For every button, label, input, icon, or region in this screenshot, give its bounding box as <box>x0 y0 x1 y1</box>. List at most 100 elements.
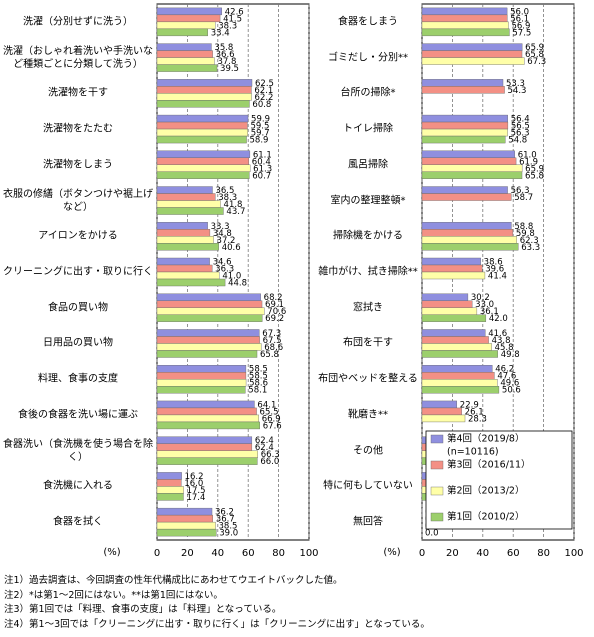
bar <box>421 350 498 358</box>
bar <box>421 57 525 65</box>
value-label: 45.8 <box>495 343 514 353</box>
value-label: 67.5 <box>263 336 282 346</box>
bar <box>156 264 213 273</box>
value-label: 38.6 <box>484 258 503 268</box>
value-label: 60.4 <box>252 157 271 167</box>
bar <box>421 271 486 280</box>
value-label: 43.7 <box>226 207 245 217</box>
legend-swatch <box>430 486 444 496</box>
value-label: 47.6 <box>497 372 516 382</box>
category-label: クリーニングに出す・取りに行く <box>3 266 153 278</box>
category-label: 台所の掃除* <box>340 87 396 99</box>
value-label: 58.5 <box>249 365 268 375</box>
bar <box>421 414 466 423</box>
value-label: 62.2 <box>255 93 274 103</box>
bar <box>421 86 505 94</box>
bar <box>156 207 224 215</box>
value-label: 65.8 <box>260 350 279 360</box>
bar <box>421 300 473 308</box>
bar <box>156 243 219 251</box>
category-label: 洗濯（おしゃれ着洗いや手洗いなど種類ごとに分類して洗う） <box>3 45 153 70</box>
bar <box>421 229 514 237</box>
value-label: 60.7 <box>252 171 271 181</box>
value-label: 39.0 <box>219 529 238 539</box>
bar <box>421 79 504 87</box>
value-label: 41.4 <box>488 272 507 282</box>
legend-label: 第2回（2013/2） <box>447 485 524 497</box>
bar <box>156 314 263 322</box>
value-label: 58.7 <box>514 193 533 203</box>
value-label: 53.3 <box>506 79 525 89</box>
x-axis-label: (%) <box>103 547 120 558</box>
category-label: 料理、食事の支度 <box>38 373 118 385</box>
bar <box>156 343 262 351</box>
bar <box>156 307 265 315</box>
bar <box>421 243 519 251</box>
bar <box>156 507 213 516</box>
bar <box>156 57 215 65</box>
value-label: 41.8 <box>224 200 243 210</box>
value-label: 65.9 <box>525 43 544 53</box>
bar <box>156 386 246 394</box>
value-label: 59.9 <box>251 115 270 125</box>
category-label: 布団やベッドを整える <box>318 373 418 385</box>
value-label: 62.3 <box>520 236 539 246</box>
value-label: 38.5 <box>219 522 238 532</box>
value-label: 59.8 <box>516 229 535 239</box>
bar <box>156 236 214 244</box>
bar <box>421 7 508 16</box>
value-label: 60.8 <box>252 100 271 110</box>
value-label: 41.6 <box>488 329 507 339</box>
value-label: 58.1 <box>248 386 267 396</box>
category-label: 食洗機に入れる <box>43 480 113 492</box>
bar <box>156 528 217 537</box>
bar <box>421 293 469 301</box>
legend-swatch <box>430 460 444 470</box>
bar <box>156 164 251 173</box>
bar <box>421 400 458 409</box>
category-label: その他 <box>353 445 383 457</box>
bar <box>156 64 218 72</box>
bar <box>156 186 213 194</box>
value-label: 46.2 <box>495 365 514 375</box>
value-label: 58.5 <box>249 372 268 382</box>
value-label: 67.6 <box>263 421 282 431</box>
value-label: 65.9 <box>525 164 544 174</box>
x-tick-label: 0 <box>419 548 425 559</box>
bar <box>156 200 221 208</box>
value-label: 42.0 <box>489 314 508 324</box>
bar <box>156 336 260 344</box>
value-label: 49.6 <box>500 379 519 389</box>
bar <box>421 186 508 194</box>
bar <box>156 28 208 37</box>
value-label: 68.6 <box>264 343 283 353</box>
value-label: 44.8 <box>228 279 247 289</box>
bar <box>156 350 258 358</box>
bar <box>421 222 512 230</box>
bar <box>421 50 523 58</box>
bar <box>156 271 220 280</box>
value-label: 56.1 <box>510 14 529 24</box>
bar <box>156 79 253 87</box>
bar <box>421 150 515 159</box>
bar <box>421 171 523 180</box>
value-label: 42.6 <box>225 7 244 17</box>
value-label: 64.1 <box>257 400 276 410</box>
value-label: 62.1 <box>254 86 273 96</box>
value-label: 56.9 <box>511 21 530 31</box>
legend-label: 第4回（2019/8） <box>447 433 524 445</box>
note: 注1）過去調査は、今回調査の性年代構成比にあわせてウエイトバックした値。 <box>4 575 343 586</box>
x-tick-label: 60 <box>507 548 520 559</box>
value-label: 63.3 <box>521 243 540 253</box>
bar <box>421 236 517 244</box>
value-label: 33.4 <box>211 28 230 38</box>
value-label: 34.8 <box>213 229 232 239</box>
bar <box>156 521 216 530</box>
value-label: 39.5 <box>220 64 239 74</box>
value-label: 67.3 <box>527 57 546 67</box>
bar <box>421 193 512 201</box>
bar <box>156 329 260 337</box>
value-label: 50.6 <box>502 386 521 396</box>
value-label: 68.2 <box>264 293 283 303</box>
